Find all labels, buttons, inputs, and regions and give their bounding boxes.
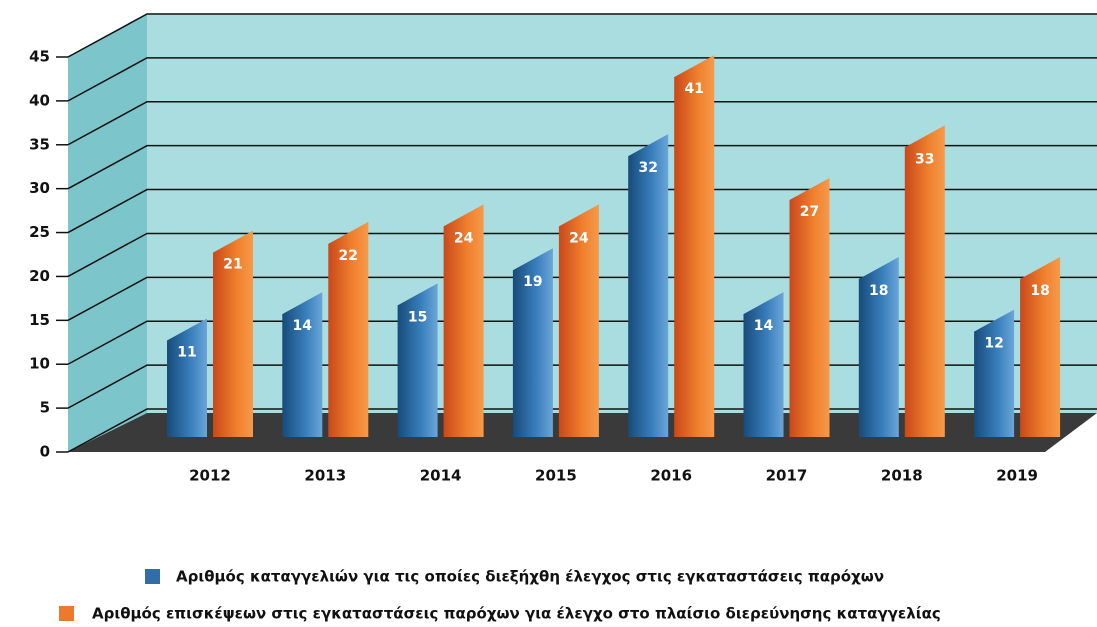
y-tick-label: 30 — [29, 179, 50, 197]
x-tick-label: 2014 — [420, 467, 462, 485]
value-label: 22 — [339, 248, 358, 264]
bar — [328, 221, 369, 437]
legend-swatch — [145, 569, 160, 584]
value-label: 24 — [454, 230, 474, 246]
value-label: 41 — [684, 81, 703, 97]
value-label: 15 — [408, 309, 427, 325]
bar — [789, 178, 830, 437]
value-label: 11 — [177, 344, 196, 360]
legend-swatch — [59, 606, 74, 621]
bar — [282, 292, 323, 437]
x-tick-label: 2016 — [650, 467, 692, 485]
bar — [512, 248, 553, 437]
bar — [974, 309, 1015, 437]
y-tick-label: 0 — [40, 443, 50, 461]
value-label: 18 — [1030, 283, 1049, 299]
value-label: 21 — [223, 257, 242, 273]
legend-label: Αριθμός καταγγελιών για τις οποίες διεξή… — [176, 568, 884, 586]
value-label: 27 — [800, 204, 819, 220]
x-tick-label: 2018 — [881, 467, 923, 485]
x-tick-label: 2017 — [766, 467, 808, 485]
grid-line — [67, 232, 1097, 278]
bar — [558, 204, 599, 437]
y-tick-label: 20 — [29, 267, 50, 285]
value-label: 33 — [915, 151, 934, 167]
value-label: 24 — [569, 230, 589, 246]
bar — [674, 55, 715, 437]
y-tick-label: 40 — [29, 91, 50, 109]
value-label: 14 — [754, 318, 774, 334]
grid-line — [67, 276, 1097, 321]
bar — [1020, 257, 1061, 437]
bar — [213, 230, 253, 437]
grid-line — [67, 101, 1097, 146]
grid-line — [67, 144, 1097, 190]
grid-line — [67, 13, 1097, 58]
bar — [397, 283, 438, 437]
y-tick-label: 15 — [29, 311, 50, 329]
bar — [858, 257, 899, 437]
grid-line — [67, 57, 1097, 102]
legend-label: Αριθμός επισκέψεων στις εγκαταστάσεις πα… — [92, 605, 941, 623]
x-tick-label: 2013 — [304, 467, 346, 485]
bar — [443, 204, 484, 437]
grid-line — [67, 188, 1097, 234]
bar — [904, 125, 945, 437]
y-tick-label: 5 — [40, 399, 50, 417]
value-label: 19 — [523, 274, 542, 290]
x-tick-label: 2012 — [189, 467, 231, 485]
bar — [167, 318, 207, 437]
value-label: 12 — [984, 336, 1003, 352]
x-tick-label: 2019 — [996, 467, 1038, 485]
y-tick-label: 10 — [29, 355, 50, 373]
y-tick-label: 45 — [29, 48, 50, 66]
bar — [628, 134, 669, 437]
value-label: 32 — [638, 160, 657, 176]
value-label: 14 — [293, 318, 313, 334]
y-tick-label: 35 — [29, 135, 50, 153]
bar — [743, 292, 784, 437]
value-label: 18 — [869, 283, 888, 299]
x-tick-label: 2015 — [535, 467, 577, 485]
y-tick-label: 25 — [29, 223, 50, 241]
side-wall — [68, 14, 147, 452]
